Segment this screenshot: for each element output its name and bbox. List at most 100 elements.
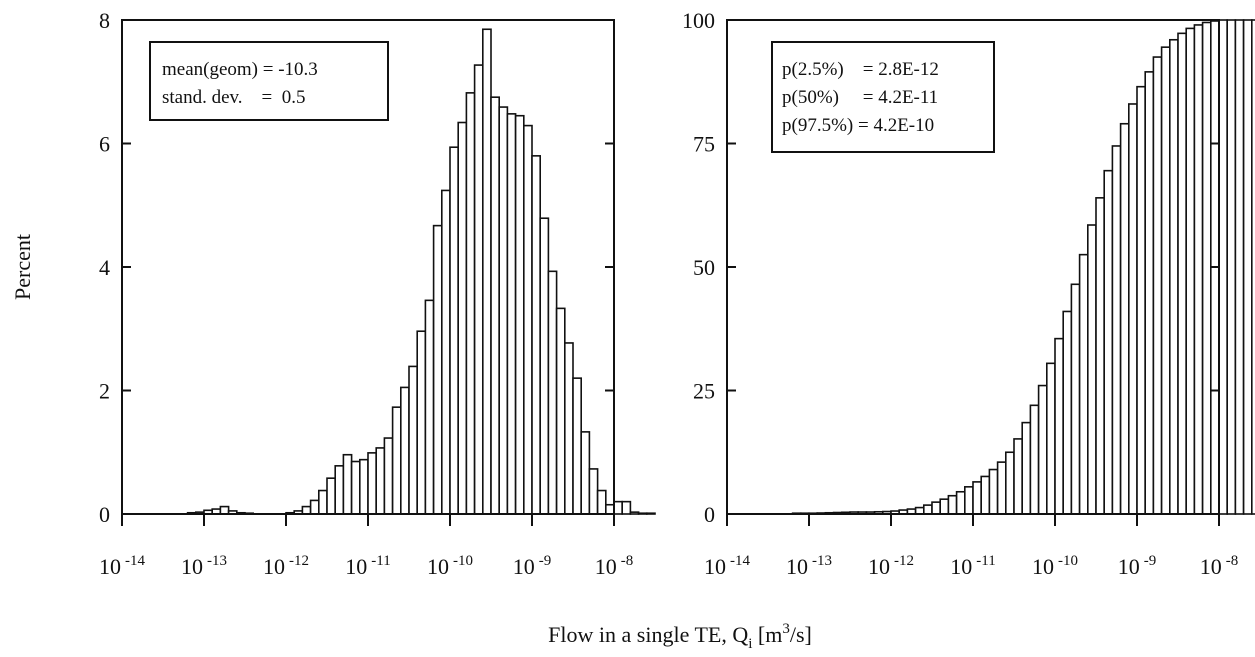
left-bar bbox=[588, 468, 599, 515]
right-bar bbox=[1193, 24, 1204, 515]
left-bar bbox=[637, 512, 648, 515]
left-annotation-mean: mean(geom) = -10.3 bbox=[162, 59, 318, 80]
right-x-tick-label: 10 -8 bbox=[1200, 553, 1239, 579]
right-x-tick-label: 10 -11 bbox=[950, 553, 995, 579]
left-bar bbox=[317, 489, 328, 515]
right-bar bbox=[1119, 122, 1130, 515]
right-bar bbox=[1095, 197, 1105, 515]
left-bar bbox=[490, 96, 500, 515]
left-x-tick-label: 10 -12 bbox=[263, 553, 309, 579]
left-bar bbox=[334, 465, 345, 515]
left-bar bbox=[539, 217, 550, 515]
left-bar bbox=[375, 447, 386, 515]
left-bar bbox=[555, 307, 566, 515]
right-x-tick-label: 10 -13 bbox=[786, 553, 832, 579]
left-y-tick-label: 8 bbox=[99, 8, 110, 33]
left-x-tick-label: 10 -9 bbox=[513, 553, 552, 579]
left-bar bbox=[572, 377, 582, 515]
right-bar bbox=[1160, 46, 1171, 515]
right-bar bbox=[988, 468, 999, 515]
left-bar bbox=[522, 124, 533, 515]
y-axis-label: Percent bbox=[10, 234, 35, 300]
left-legend-box bbox=[149, 41, 389, 121]
right-x-tick-label: 10 -10 bbox=[1032, 553, 1078, 579]
left-bar bbox=[629, 511, 640, 515]
left-y-tick-label: 2 bbox=[99, 379, 110, 404]
right-bar bbox=[1111, 145, 1122, 515]
right-bar bbox=[1234, 19, 1245, 515]
left-bar bbox=[358, 458, 369, 515]
right-bar bbox=[939, 498, 950, 515]
right-bar bbox=[1037, 384, 1048, 515]
left-bars bbox=[186, 28, 656, 515]
left-bar bbox=[424, 299, 435, 515]
right-bar bbox=[1046, 362, 1056, 515]
right-bar bbox=[1242, 19, 1253, 515]
left-bar bbox=[563, 342, 574, 515]
right-bar bbox=[980, 475, 991, 515]
right-bar bbox=[1136, 85, 1146, 515]
left-bar bbox=[399, 386, 410, 515]
left-bar bbox=[408, 365, 418, 515]
right-bars bbox=[791, 19, 1255, 515]
left-bar bbox=[350, 460, 361, 515]
left-bar bbox=[621, 500, 632, 515]
right-bar bbox=[1103, 169, 1114, 515]
right-bar bbox=[1226, 19, 1237, 515]
left-bar bbox=[481, 28, 492, 515]
right-bar bbox=[1177, 32, 1187, 515]
right-y-tick-label: 100 bbox=[682, 8, 715, 33]
right-y-tick-label: 50 bbox=[693, 255, 715, 280]
right-y-tick-label: 25 bbox=[693, 379, 715, 404]
left-bar bbox=[645, 512, 656, 515]
left-bar bbox=[449, 146, 459, 515]
left-bar bbox=[383, 437, 394, 515]
right-bar bbox=[1029, 404, 1040, 515]
left-bar bbox=[432, 224, 443, 515]
right-x-tick-label: 10 -12 bbox=[868, 553, 914, 579]
right-bar bbox=[931, 501, 941, 515]
left-bar bbox=[506, 113, 517, 515]
left-bar bbox=[326, 477, 336, 515]
right-bar bbox=[1062, 310, 1073, 515]
left-bar bbox=[498, 106, 509, 515]
left-x-ticks: 10 -14 10 -13 10 -12 10 -11 10 -10 10 -9 10 -8 bbox=[99, 514, 633, 579]
right-bar bbox=[1021, 421, 1032, 515]
right-bar bbox=[955, 490, 966, 515]
right-y-tick-label: 75 bbox=[693, 132, 715, 157]
right-bar bbox=[972, 481, 982, 515]
right-bar bbox=[1201, 21, 1212, 515]
left-bar bbox=[473, 64, 484, 515]
left-x-tick-label: 10 -8 bbox=[595, 553, 634, 579]
left-bar bbox=[604, 503, 615, 515]
left-y-tick-label: 6 bbox=[99, 132, 110, 157]
right-x-ticks: 10 -14 10 -13 10 -12 10 -11 10 -10 10 -9 10 -8 bbox=[704, 514, 1238, 579]
left-bar bbox=[457, 121, 468, 515]
left-legend: mean(geom) = -10.3 stand. dev. = 0.5 bbox=[149, 41, 389, 121]
left-bar bbox=[596, 489, 607, 515]
right-annotation-p50: p(50%) = 4.2E-11 bbox=[782, 87, 938, 108]
right-bar bbox=[1251, 19, 1255, 515]
left-bar bbox=[613, 500, 623, 515]
right-legend: p(2.5%) = 2.8E-12 p(50%) = 4.2E-11 p(97.… bbox=[771, 41, 995, 153]
left-bar bbox=[465, 92, 476, 515]
right-x-tick-label: 10 -14 bbox=[704, 553, 750, 579]
left-bar bbox=[580, 431, 591, 515]
left-y-tick-label: 4 bbox=[99, 255, 110, 280]
left-y-tick-label: 0 bbox=[99, 502, 110, 527]
right-bar bbox=[1144, 71, 1155, 515]
right-bar bbox=[1185, 27, 1196, 515]
right-bar bbox=[1128, 103, 1138, 515]
left-bar bbox=[301, 505, 312, 515]
left-x-tick-label: 10 -14 bbox=[99, 553, 145, 579]
right-bar bbox=[1078, 253, 1089, 515]
left-bar bbox=[514, 114, 525, 515]
left-bar bbox=[367, 452, 377, 515]
left-bar bbox=[219, 505, 230, 515]
left-bar bbox=[342, 453, 353, 515]
right-bar bbox=[1070, 283, 1081, 515]
right-bar bbox=[996, 461, 1007, 515]
left-bar bbox=[547, 270, 558, 515]
right-x-tick-label: 10 -9 bbox=[1118, 553, 1157, 579]
